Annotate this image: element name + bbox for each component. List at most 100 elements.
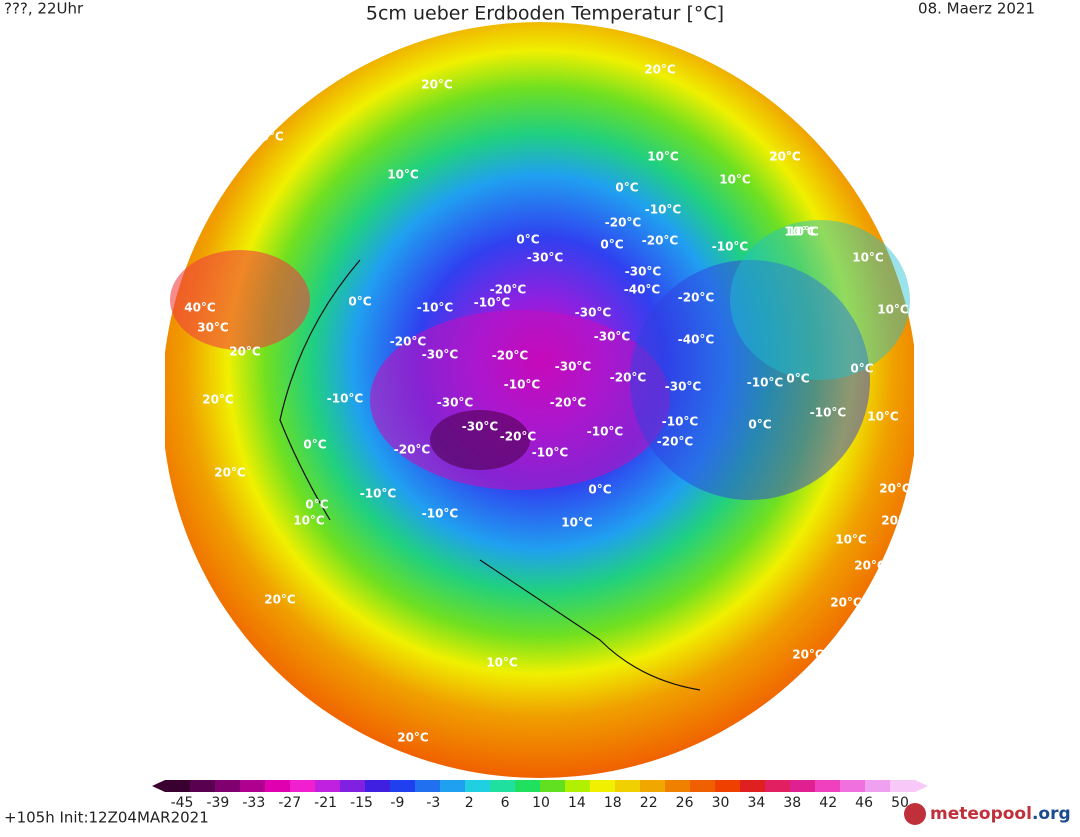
contour-label: 10°C [719,173,751,187]
contour-label: 10°C [877,303,909,317]
contour-label: -20°C [610,371,647,385]
colorbar-swatch [740,780,766,792]
colorbar-tick-label: 18 [604,795,622,811]
contour-label: 20°C [881,514,913,528]
contour-label: -20°C [678,291,715,305]
map [165,22,914,778]
colorbar-tick-label: 46 [855,795,873,811]
colorbar-swatch [515,780,541,792]
colorbar-tick-label: -45 [171,795,194,811]
colorbar-swatch [865,780,891,792]
contour-label: -30°C [625,265,662,279]
contour-label: 20°C [854,559,886,573]
contour-label: 0°C [748,418,771,432]
colorbar-tick-label: -21 [314,795,337,811]
logo-icon [904,803,926,825]
contour-label: 0°C [588,483,611,497]
colorbar-tick-label: 14 [568,795,586,811]
contour-label: 20°C [830,596,862,610]
colorbar-tick-label: 30 [712,795,730,811]
colorbar-swatch [640,780,666,792]
colorbar-tick-label: -33 [242,795,265,811]
contour-label: 0°C [348,295,371,309]
contour-label: -20°C [390,335,427,349]
contour-label: 0°C [516,233,539,247]
contour-label: 20°C [421,78,453,92]
colorbar-swatch [565,780,591,792]
colorbar-tick-label: 38 [783,795,801,811]
contour-label: -20°C [550,396,587,410]
colorbar-tick-label: 22 [640,795,658,811]
contour-label: -40°C [678,333,715,347]
colorbar-tick-label: -39 [206,795,229,811]
colorbar-tick-label: 26 [676,795,694,811]
contour-label: 10°C [787,225,819,239]
contour-label: -10°C [474,296,511,310]
colorbar-swatch [215,780,241,792]
colorbar-tick-label: 2 [465,795,474,811]
contour-label: -30°C [555,360,592,374]
colorbar-swatch [415,780,441,792]
colorbar-tick-label: -9 [390,795,404,811]
colorbar-tick-label: 10 [532,795,550,811]
contour-label: -10°C [587,425,624,439]
contour-label: 30°C [197,321,229,335]
contour-label: 10°C [387,168,419,182]
contour-label: 20°C [214,466,246,480]
colorbar-swatch [340,780,366,792]
contour-label: 20°C [800,675,832,689]
colorbar-swatch [490,780,516,792]
contour-label: 10°C [647,150,679,164]
colorbar-end [152,780,165,792]
contour-label: 10°C [561,516,593,530]
colorbar-swatch [840,780,866,792]
contour-label: -10°C [712,240,749,254]
contour-label: 20°C [202,393,234,407]
contour-label: -10°C [327,392,364,406]
contour-label: 20°C [769,150,801,164]
contour-label: -30°C [575,306,612,320]
colorbar-tick-label: 34 [747,795,765,811]
contour-label: -30°C [527,251,564,265]
contour-label: -20°C [394,443,431,457]
contour-label: -30°C [594,330,631,344]
contour-label: 10°C [293,514,325,528]
contour-label: 0°C [303,438,326,452]
logo: meteopool.org [930,804,1071,824]
contour-label: -20°C [500,430,537,444]
contour-label: -20°C [605,216,642,230]
contour-label: -10°C [360,487,397,501]
colorbar-end [915,780,928,792]
colorbar-tick-label: 50 [891,795,909,811]
contour-label: -30°C [422,348,459,362]
header-left: ???, 22Uhr [4,0,84,18]
contour-label: -10°C [662,415,699,429]
colorbar-swatch [590,780,616,792]
contour-label: -30°C [437,396,474,410]
contour-label: 40°C [184,301,216,315]
colorbar-swatch [790,780,816,792]
title: 5cm ueber Erdboden Temperatur [°C] [366,3,724,25]
colorbar-swatch [390,780,416,792]
contour-label: -20°C [657,435,694,449]
contour-label: -20°C [642,234,679,248]
colorbar-tick-label: -15 [350,795,373,811]
contour-label: 20°C [229,345,261,359]
colorbar-swatch [315,780,341,792]
contour-label: 0°C [600,238,623,252]
contour-label: 0°C [786,372,809,386]
colorbar-swatch [765,780,791,792]
contour-label: -30°C [462,420,499,434]
contour-label: 0°C [305,498,328,512]
colorbar-swatch [190,780,216,792]
contour-label: 10°C [486,656,518,670]
contour-label: 20°C [397,731,429,745]
colorbar-swatch [465,780,491,792]
colorbar-swatch [265,780,291,792]
contour-label: -10°C [504,378,541,392]
contour-label: -10°C [645,203,682,217]
colorbar-swatch [615,780,641,792]
contour-label: -30°C [665,380,702,394]
contour-label: 20°C [264,593,296,607]
